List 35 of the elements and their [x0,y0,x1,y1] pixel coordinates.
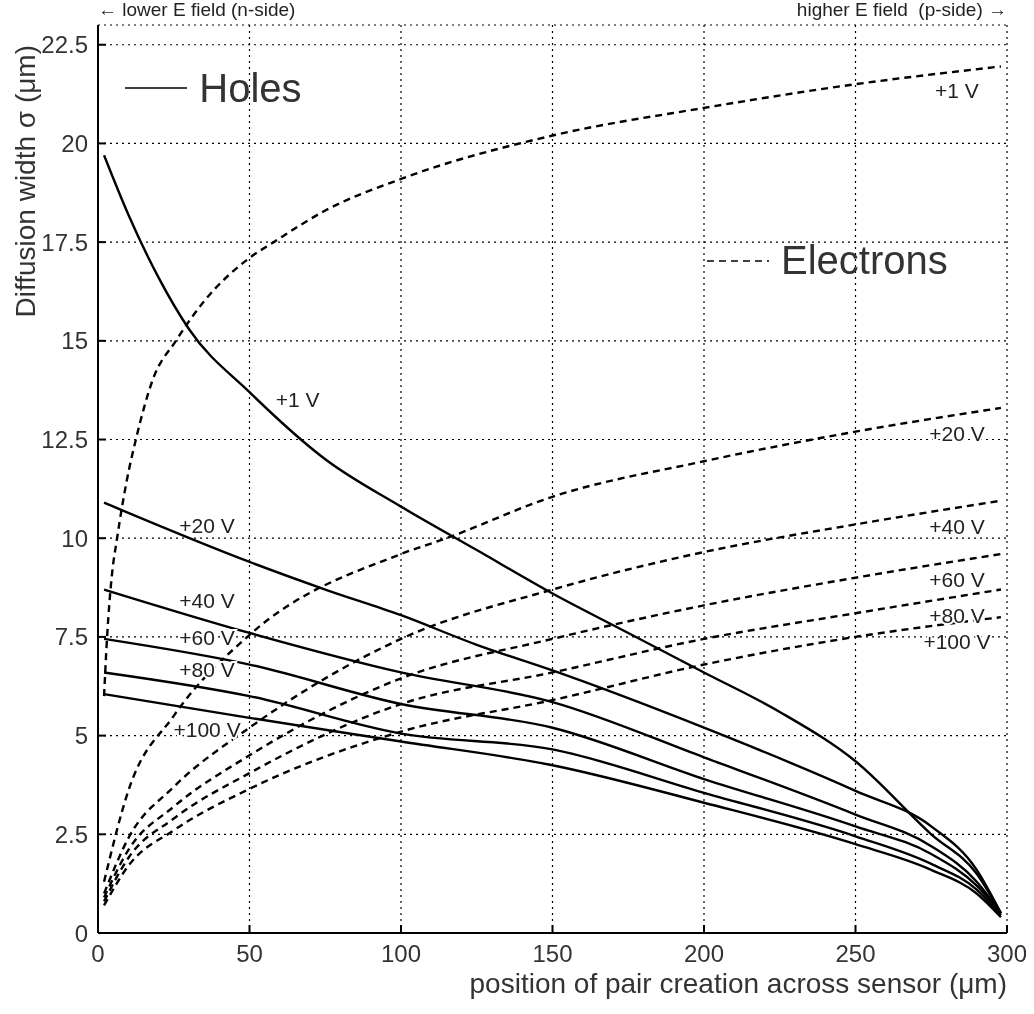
x-tick-label: 50 [236,940,263,968]
y-tick-label: 7.5 [54,623,88,651]
y-tick-label: 20 [61,129,88,157]
x-tick-label: 250 [835,940,876,968]
x-axis-title: position of pair creation across sensor (μm) [469,968,1007,1000]
annotation: Holes [199,65,302,111]
series-label: +60 V [179,626,235,650]
y-tick-label: 5 [74,722,88,750]
series-label: +100 V [923,630,991,654]
series-label: +40 V [179,589,235,613]
y-tick-label: 15 [61,327,88,355]
series-label: +1 V [935,78,979,102]
y-axis-title: Diffusion width σ (μm) [10,45,41,318]
series-label: +60 V [929,568,985,592]
series-label: +20 V [179,513,235,537]
series-label: +20 V [929,422,985,446]
annotation: Electrons [781,238,948,284]
x-tick-label: 150 [532,940,573,968]
x-tick-label: 0 [91,940,105,968]
series-label: +1 V [275,387,320,411]
series-label: +100 V [173,717,241,741]
y-tick-label: 0 [74,919,88,947]
x-tick-label: 100 [380,940,422,968]
y-tick-label: 2.5 [54,820,88,848]
y-tick-label: 22.5 [41,31,88,59]
series-label: +80 V [179,658,235,682]
text: higher E field (p-side) → [796,0,1007,21]
series-label: +40 V [929,514,985,538]
series-label: +80 V [929,603,985,627]
x-tick-label: 200 [683,940,725,968]
y-tick-label: 10 [61,524,88,552]
x-tick-label: 300 [986,940,1028,968]
text: ← lower E field (n-side) [98,0,296,21]
y-tick-label: 12.5 [41,426,88,454]
y-tick-label: 17.5 [41,228,88,256]
